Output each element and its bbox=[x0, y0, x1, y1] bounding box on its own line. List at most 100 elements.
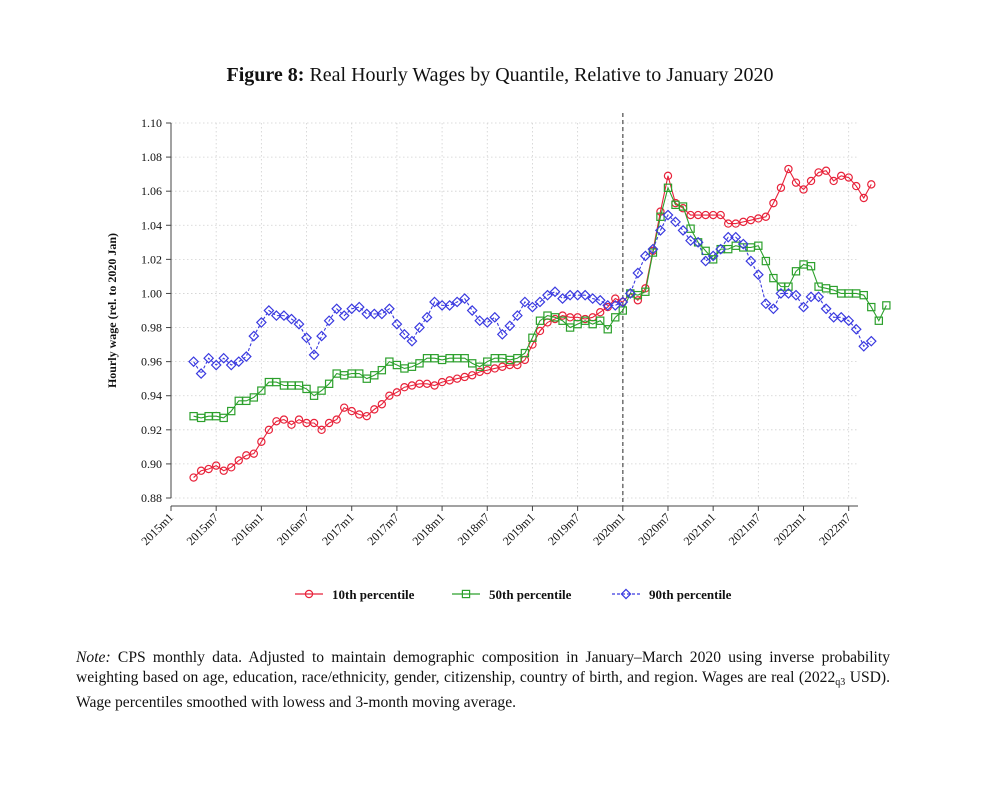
data-point bbox=[579, 289, 591, 301]
x-tick-label: 2022m1 bbox=[771, 510, 809, 548]
y-tick-label: 1.08 bbox=[141, 150, 162, 164]
data-point bbox=[835, 311, 847, 323]
data-point bbox=[678, 202, 688, 211]
data-point bbox=[204, 464, 213, 474]
figure-title-text: Real Hourly Wages by Quantile, Relative … bbox=[309, 64, 774, 86]
legend-label: 90th percentile bbox=[649, 587, 732, 602]
data-point bbox=[316, 330, 328, 342]
data-point bbox=[219, 466, 228, 475]
data-point bbox=[520, 348, 530, 358]
data-point bbox=[400, 383, 409, 392]
data-point bbox=[339, 403, 349, 412]
data-point bbox=[829, 176, 838, 186]
data-point bbox=[791, 178, 801, 187]
data-point bbox=[377, 365, 387, 375]
data-point bbox=[784, 282, 793, 291]
data-point bbox=[843, 315, 855, 327]
data-point bbox=[791, 267, 801, 276]
y-tick-label: 0.96 bbox=[141, 355, 162, 369]
series-line bbox=[193, 186, 887, 419]
data-point bbox=[481, 316, 493, 328]
data-point bbox=[415, 359, 424, 368]
data-point bbox=[799, 185, 808, 194]
data-point bbox=[391, 318, 403, 330]
data-point bbox=[474, 315, 486, 327]
x-tick-label: 2021m1 bbox=[681, 510, 719, 548]
data-point bbox=[670, 216, 681, 228]
x-tick-label: 2020m7 bbox=[635, 510, 673, 548]
data-point bbox=[422, 379, 432, 388]
data-point bbox=[210, 359, 222, 371]
series-2 bbox=[189, 183, 891, 423]
data-point bbox=[542, 289, 553, 301]
data-point bbox=[272, 417, 281, 426]
data-point bbox=[195, 368, 207, 380]
y-tick-label: 1.00 bbox=[141, 286, 162, 300]
data-point bbox=[647, 243, 659, 255]
data-point bbox=[362, 411, 371, 421]
data-point bbox=[564, 289, 576, 301]
data-point bbox=[603, 325, 612, 334]
data-point bbox=[535, 316, 545, 325]
data-point bbox=[264, 425, 274, 435]
data-point bbox=[257, 386, 266, 395]
x-tick-label: 2016m1 bbox=[229, 510, 267, 548]
data-point bbox=[716, 210, 725, 220]
data-point bbox=[370, 371, 379, 380]
data-point bbox=[865, 335, 877, 347]
data-point bbox=[858, 340, 870, 352]
x-tick-label: 2018m7 bbox=[455, 510, 493, 548]
data-point bbox=[611, 294, 620, 303]
data-point bbox=[708, 255, 718, 264]
data-point bbox=[850, 323, 862, 335]
data-point bbox=[715, 243, 727, 255]
data-point bbox=[398, 328, 410, 340]
data-point bbox=[227, 406, 236, 416]
legend-item-3: 90th percentile bbox=[612, 587, 732, 602]
data-point bbox=[662, 209, 674, 221]
legend-marker bbox=[461, 589, 471, 599]
legend-marker bbox=[620, 588, 632, 600]
data-point bbox=[317, 425, 326, 435]
data-point bbox=[519, 296, 531, 308]
data-point bbox=[859, 193, 868, 203]
data-point bbox=[761, 256, 771, 266]
data-point bbox=[821, 166, 831, 175]
data-point bbox=[225, 359, 237, 371]
data-point bbox=[805, 291, 817, 303]
data-point bbox=[332, 415, 341, 424]
data-point bbox=[370, 405, 379, 414]
data-point bbox=[324, 418, 334, 428]
data-point bbox=[557, 293, 569, 305]
y-tick-label: 0.94 bbox=[141, 389, 162, 403]
data-point bbox=[203, 352, 215, 364]
data-point bbox=[867, 302, 876, 312]
data-point bbox=[754, 214, 763, 223]
data-point bbox=[707, 250, 719, 262]
x-tick-label: 2016m7 bbox=[274, 510, 312, 548]
x-tick-label: 2021m7 bbox=[726, 510, 764, 548]
data-point bbox=[504, 320, 516, 332]
x-tick-label: 2017m1 bbox=[319, 510, 357, 548]
data-point bbox=[767, 303, 779, 315]
data-point bbox=[406, 335, 418, 347]
data-point bbox=[760, 298, 772, 310]
figure-title: Figure 8: Real Hourly Wages by Quantile,… bbox=[0, 64, 1000, 87]
data-point bbox=[257, 437, 266, 446]
data-point bbox=[701, 246, 710, 256]
data-point bbox=[392, 388, 402, 397]
data-point bbox=[558, 316, 567, 325]
data-point bbox=[639, 250, 651, 262]
data-point bbox=[219, 413, 228, 423]
data-point bbox=[641, 287, 650, 296]
data-point bbox=[859, 290, 868, 300]
data-point bbox=[459, 293, 471, 305]
data-point bbox=[249, 449, 259, 458]
data-point bbox=[429, 296, 440, 308]
data-point bbox=[240, 351, 252, 362]
data-point bbox=[798, 301, 809, 313]
x-tick-label: 2019m1 bbox=[500, 510, 538, 548]
data-point bbox=[526, 301, 538, 313]
data-point bbox=[731, 219, 740, 228]
data-point bbox=[383, 303, 395, 315]
